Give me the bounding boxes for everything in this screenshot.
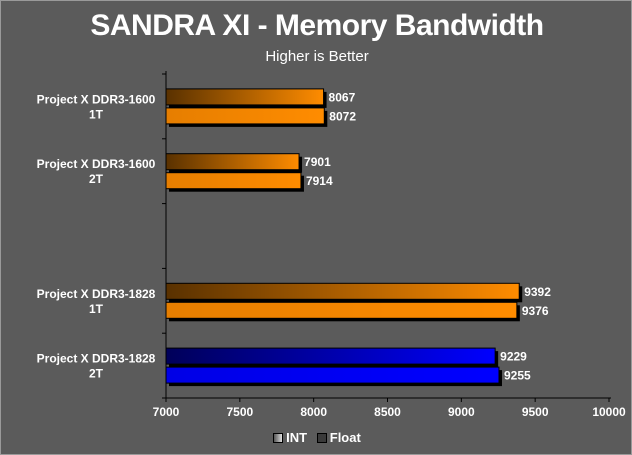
- bar-float: [165, 301, 518, 319]
- x-tick-label: 7500: [226, 405, 253, 419]
- bar-float: [165, 366, 500, 384]
- legend-item-int: INT: [273, 430, 307, 445]
- bar-value-label: 8072: [329, 109, 356, 123]
- bar-float: [165, 107, 325, 125]
- bar-value-label: 9229: [500, 350, 527, 364]
- bar-int: [165, 88, 325, 106]
- x-tick-label: 10000: [592, 405, 626, 419]
- bar-value-label: 9376: [522, 304, 549, 318]
- legend-swatch-int: [273, 432, 284, 443]
- x-tick-label: 9500: [522, 405, 549, 419]
- bar-value-label: 9255: [504, 369, 531, 383]
- x-tick-label: 9000: [448, 405, 475, 419]
- bar-float: [165, 172, 302, 190]
- labels-layer: Project X DDR3-1600 1T 8067 8072 Project X D…: [37, 90, 552, 382]
- category-label: Project X DDR3-1600 1T: [37, 92, 156, 121]
- legend-swatch-float: [316, 432, 327, 443]
- bar-int: [165, 282, 520, 300]
- bar-value-label: 7914: [306, 174, 333, 188]
- legend: INT Float: [1, 430, 631, 446]
- chart-subtitle: Higher is Better: [265, 48, 369, 65]
- x-tick-label: 7000: [153, 405, 180, 419]
- category-label: Project X DDR3-1600 2T: [37, 157, 156, 186]
- axes-layer: 7000 7500 8000 8500 9000 9500 10000: [153, 71, 626, 419]
- legend-label-int: INT: [286, 430, 308, 445]
- legend-item-float: Float: [316, 430, 361, 445]
- bar-int: [165, 153, 300, 171]
- bar-value-label: 7901: [304, 155, 331, 169]
- category-label: Project X DDR3-1828 1T: [37, 287, 156, 316]
- bar-value-label: 8067: [329, 90, 356, 104]
- chart-title: SANDRA XI - Memory Bandwidth: [90, 9, 544, 42]
- category-label: Project X DDR3-1828 2T: [37, 352, 156, 381]
- x-tick-label: 8500: [374, 405, 401, 419]
- bar-int: [165, 347, 496, 365]
- bar-value-label: 9392: [524, 285, 551, 299]
- bars-layer: [165, 88, 523, 387]
- legend-label-float: Float: [329, 430, 361, 445]
- x-tick-label: 8000: [300, 405, 327, 419]
